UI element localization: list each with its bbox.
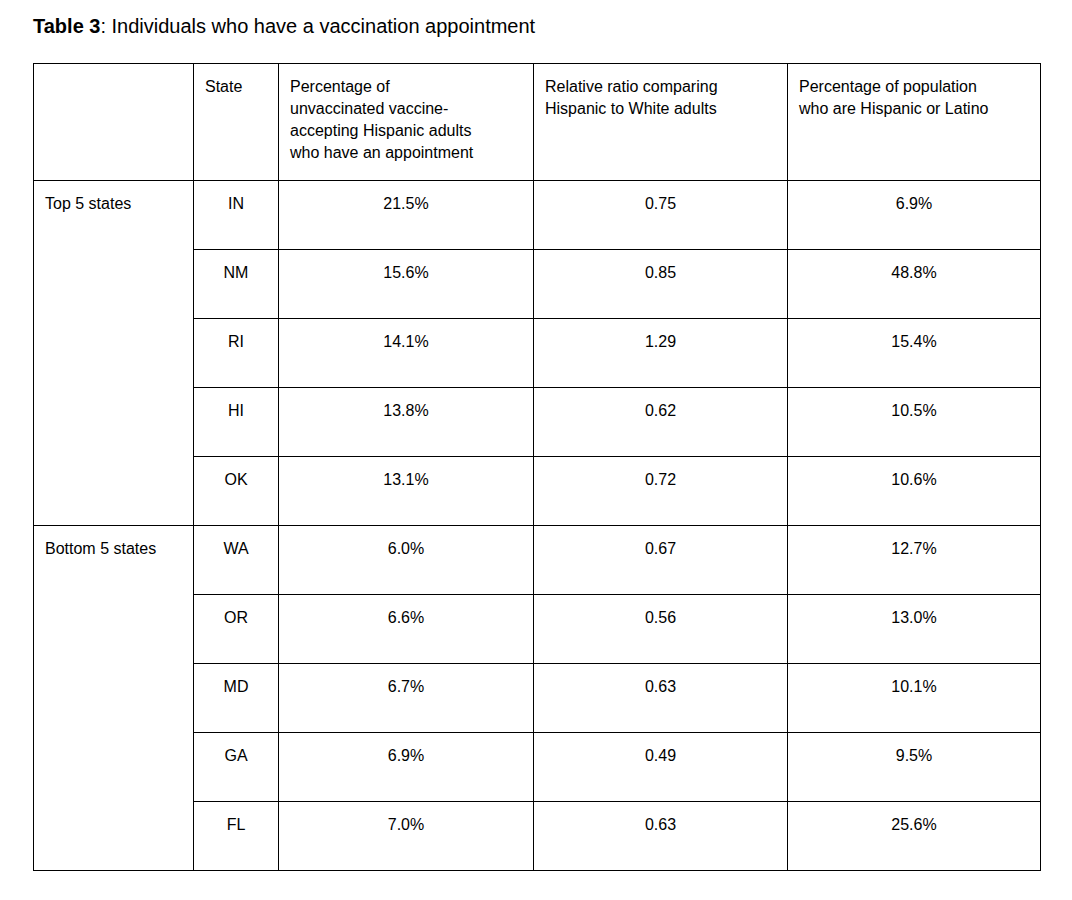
pct-appointment-cell: 14.1% [279, 319, 534, 388]
pct-appointment-cell: 21.5% [279, 181, 534, 250]
state-cell: FL [194, 802, 279, 871]
relative-ratio-cell: 0.72 [534, 457, 788, 526]
pct-appointment-cell: 6.0% [279, 526, 534, 595]
state-cell: OR [194, 595, 279, 664]
pct-appointment-cell: 13.1% [279, 457, 534, 526]
pct-hispanic-population-cell: 10.5% [788, 388, 1041, 457]
relative-ratio-cell: 0.56 [534, 595, 788, 664]
pct-appointment-cell: 13.8% [279, 388, 534, 457]
state-cell: MD [194, 664, 279, 733]
table-caption-label: Table 3 [33, 15, 100, 37]
relative-ratio-cell: 0.63 [534, 664, 788, 733]
row-group-label-bottom-5: Bottom 5 states [34, 526, 194, 871]
relative-ratio-cell: 1.29 [534, 319, 788, 388]
relative-ratio-cell: 0.85 [534, 250, 788, 319]
pct-hispanic-population-cell: 48.8% [788, 250, 1041, 319]
state-cell: GA [194, 733, 279, 802]
header-empty-cell [34, 64, 194, 181]
pct-hispanic-population-cell: 25.6% [788, 802, 1041, 871]
table-row: Bottom 5 states WA 6.0% 0.67 12.7% [34, 526, 1041, 595]
relative-ratio-cell: 0.49 [534, 733, 788, 802]
pct-hispanic-population-cell: 13.0% [788, 595, 1041, 664]
table-row: Top 5 states IN 21.5% 0.75 6.9% [34, 181, 1041, 250]
header-relative-ratio: Relative ratio comparing Hispanic to Whi… [534, 64, 788, 181]
pct-appointment-cell: 6.7% [279, 664, 534, 733]
state-cell: RI [194, 319, 279, 388]
relative-ratio-cell: 0.67 [534, 526, 788, 595]
table-caption: Table 3: Individuals who have a vaccinat… [33, 14, 1040, 38]
header-state: State [194, 64, 279, 181]
relative-ratio-cell: 0.62 [534, 388, 788, 457]
pct-hispanic-population-cell: 12.7% [788, 526, 1041, 595]
pct-appointment-cell: 15.6% [279, 250, 534, 319]
pct-hispanic-population-cell: 15.4% [788, 319, 1041, 388]
pct-hispanic-population-cell: 10.1% [788, 664, 1041, 733]
pct-appointment-cell: 7.0% [279, 802, 534, 871]
document-page: Table 3: Individuals who have a vaccinat… [0, 0, 1072, 871]
table-header-row: State Percentage of unvaccinated vaccine… [34, 64, 1041, 181]
state-cell: NM [194, 250, 279, 319]
pct-appointment-cell: 6.6% [279, 595, 534, 664]
pct-appointment-cell: 6.9% [279, 733, 534, 802]
vaccination-appointment-table: State Percentage of unvaccinated vaccine… [33, 63, 1041, 871]
header-pct-appointment: Percentage of unvaccinated vaccine- acce… [279, 64, 534, 181]
state-cell: OK [194, 457, 279, 526]
relative-ratio-cell: 0.75 [534, 181, 788, 250]
state-cell: HI [194, 388, 279, 457]
row-group-label-top-5: Top 5 states [34, 181, 194, 526]
relative-ratio-cell: 0.63 [534, 802, 788, 871]
pct-hispanic-population-cell: 6.9% [788, 181, 1041, 250]
pct-hispanic-population-cell: 10.6% [788, 457, 1041, 526]
pct-hispanic-population-cell: 9.5% [788, 733, 1041, 802]
table-caption-text: : Individuals who have a vaccination app… [100, 15, 535, 37]
state-cell: WA [194, 526, 279, 595]
header-pct-hispanic-population: Percentage of population who are Hispani… [788, 64, 1041, 181]
state-cell: IN [194, 181, 279, 250]
